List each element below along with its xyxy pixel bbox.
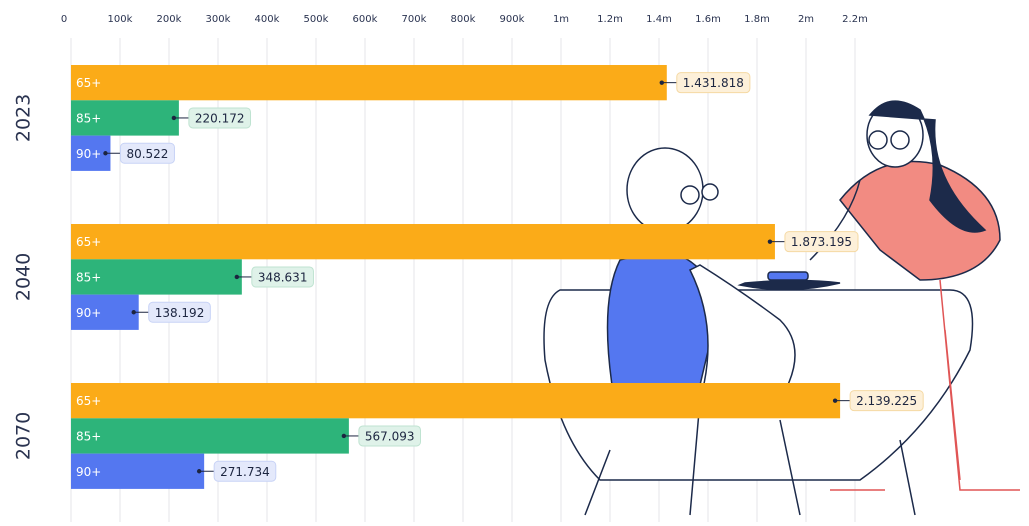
x-tick-label: 2m — [798, 14, 814, 25]
series-label: 65+ — [76, 394, 101, 408]
value-label-box — [148, 301, 211, 323]
value-label: 271.734 — [220, 465, 270, 479]
series-label: 85+ — [76, 270, 101, 284]
value-label-box — [119, 142, 175, 164]
value-dot — [341, 433, 347, 439]
bar — [71, 383, 841, 419]
value-label-box — [784, 231, 859, 253]
x-tick-label: 2.2m — [842, 14, 868, 25]
x-tick-label: 400k — [255, 14, 280, 25]
x-tick-label: 1m — [553, 14, 569, 25]
value-label: 220.172 — [195, 111, 245, 125]
value-label: 138.192 — [155, 306, 205, 320]
series-label: 90+ — [76, 306, 101, 320]
series-label: 90+ — [76, 465, 101, 479]
x-tick-label: 300k — [206, 14, 231, 25]
category-label: 2040 — [13, 253, 35, 301]
bar — [71, 224, 775, 260]
x-tick-label: 700k — [402, 14, 427, 25]
x-tick-label: 1.2m — [597, 14, 623, 25]
bar — [71, 418, 349, 454]
series-label: 90+ — [76, 147, 101, 161]
value-label-box — [188, 107, 252, 129]
value-label-box — [213, 460, 277, 482]
x-tick-label: 900k — [500, 14, 525, 25]
category-label: 2023 — [13, 94, 35, 142]
series-label: 85+ — [76, 429, 101, 443]
value-label: 2.139.225 — [856, 394, 917, 408]
bar — [71, 453, 205, 489]
x-tick-label: 500k — [304, 14, 329, 25]
value-label-box — [358, 425, 422, 447]
x-tick-label: 800k — [451, 14, 476, 25]
bar — [71, 259, 242, 295]
illustration — [543, 100, 1020, 516]
value-label: 1.873.195 — [791, 235, 852, 249]
category-label: 2070 — [13, 412, 35, 460]
bar — [71, 100, 179, 136]
value-label: 348.631 — [258, 270, 308, 284]
value-label: 80.522 — [126, 147, 168, 161]
series-label: 85+ — [76, 111, 101, 125]
x-tick-label: 1.6m — [695, 14, 721, 25]
series-label: 65+ — [76, 235, 101, 249]
value-label-box — [849, 390, 924, 412]
value-label: 567.093 — [365, 429, 415, 443]
x-tick-label: 1.4m — [646, 14, 672, 25]
value-label: 1.431.818 — [683, 76, 744, 90]
x-tick-label: 200k — [157, 14, 182, 25]
value-label-box — [676, 72, 751, 94]
bar — [71, 65, 667, 101]
series-label: 65+ — [76, 76, 101, 90]
x-tick-label: 1.8m — [744, 14, 770, 25]
x-tick-label: 0 — [61, 14, 67, 25]
value-label-box — [251, 266, 314, 288]
x-tick-label: 600k — [353, 14, 378, 25]
x-tick-label: 100k — [108, 14, 133, 25]
bar — [71, 294, 139, 330]
